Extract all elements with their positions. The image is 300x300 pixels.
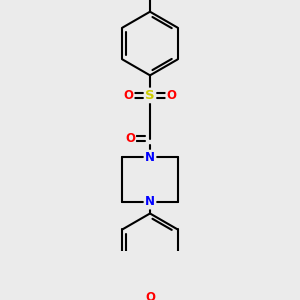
Text: O: O [167,89,177,102]
Text: N: N [145,195,155,208]
Text: O: O [125,133,135,146]
Text: O: O [145,291,155,300]
Text: O: O [123,89,133,102]
Text: S: S [145,89,155,102]
Text: N: N [145,151,155,164]
